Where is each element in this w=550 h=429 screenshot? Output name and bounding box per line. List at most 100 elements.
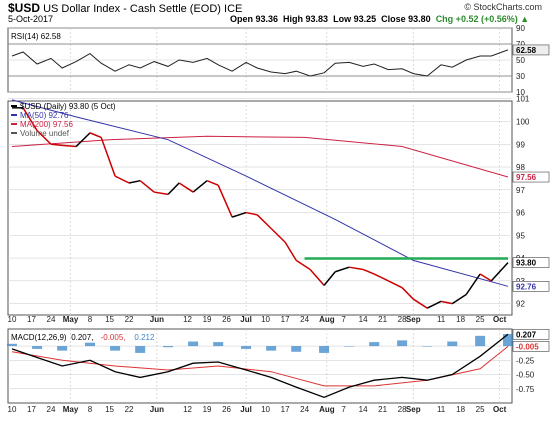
macd-histogram-bar — [397, 340, 408, 347]
x-tick-label: 10 — [261, 405, 270, 414]
y-tick-label: -0.75 — [516, 385, 535, 394]
x-tick-label: 24 — [300, 405, 309, 414]
price-segment — [206, 179, 219, 186]
price-segment — [128, 179, 141, 184]
macd-histogram-bar — [110, 346, 121, 351]
x-tick-label: 28 — [398, 405, 407, 414]
macd-histogram-bar — [503, 334, 513, 347]
x-tick-label: 14 — [359, 405, 368, 414]
price-legend-item: Volume undef — [20, 129, 70, 138]
price-segment — [114, 175, 130, 184]
y-tick-label: -0.25 — [516, 356, 535, 365]
x-tick-label: 21 — [378, 405, 387, 414]
up-arrow-icon: ▲ — [520, 14, 530, 24]
macd-legend-item: 0.212 — [134, 333, 155, 342]
x-tick-label: 17 — [27, 315, 36, 324]
macd-histogram-bar — [241, 346, 252, 349]
x-tick-label: 17 — [281, 405, 290, 414]
x-tick-label: 25 — [476, 405, 485, 414]
x-tick-label: 19 — [203, 315, 212, 324]
price-segment — [153, 191, 169, 196]
y-tick-label: 10 — [516, 88, 525, 97]
macd-histogram-bar — [32, 346, 43, 349]
macd-histogram-bar — [85, 342, 96, 347]
price-segment — [217, 184, 233, 218]
macd-histogram-bar — [188, 341, 199, 347]
price-segment — [295, 259, 311, 271]
open-value: Open 93.36 — [230, 14, 279, 24]
y-tick-label: 70 — [516, 40, 525, 49]
x-tick-label: 19 — [203, 405, 212, 414]
macd-histogram-bar — [447, 341, 458, 347]
price-legend-item: MA(50) 92.76 — [20, 111, 69, 120]
x-tick-label: 11 — [437, 405, 446, 414]
price-segment — [362, 268, 375, 275]
price-segment — [62, 144, 77, 148]
x-tick-label: Jun — [150, 405, 164, 414]
price-value-tag: 93.80 — [516, 259, 537, 268]
x-tick-label: 8 — [88, 315, 93, 324]
price-segment — [440, 300, 453, 305]
price-segment — [231, 211, 247, 218]
x-tick-label: 22 — [125, 405, 134, 414]
y-tick-label: 92 — [516, 300, 525, 309]
x-tick-label: 7 — [341, 405, 346, 414]
x-tick-label: Jun — [150, 315, 164, 324]
x-tick-label: 26 — [222, 405, 231, 414]
price-segment — [490, 262, 509, 282]
price-segment — [387, 280, 403, 289]
signal-value-tag-box — [512, 341, 550, 352]
price-segment — [167, 182, 180, 195]
legend-swatch — [11, 105, 17, 107]
panel-frame — [7, 100, 513, 316]
price-segment — [139, 180, 155, 193]
x-tick-label: 24 — [300, 315, 309, 324]
brand-logo: © StockCharts.com — [464, 2, 542, 12]
y-tick-label: 96 — [516, 209, 525, 218]
x-tick-label: 18 — [456, 315, 465, 324]
macd-histogram-bar — [266, 346, 277, 351]
x-tick-label: Oct — [493, 315, 507, 324]
x-tick-label: 15 — [105, 405, 114, 414]
x-tick-label: 14 — [359, 315, 368, 324]
price-segment — [465, 273, 481, 295]
y-tick-label: 99 — [516, 140, 525, 149]
x-tick-label: 7 — [341, 315, 346, 324]
low-value: Low 93.25 — [333, 14, 377, 24]
macd-histogram-bar — [369, 342, 380, 347]
price-segment — [270, 227, 286, 243]
ma50-value-tag-box — [512, 281, 550, 292]
y-tick-label: 30 — [516, 72, 525, 81]
x-tick-label: 18 — [456, 405, 465, 414]
x-tick-label: 26 — [222, 315, 231, 324]
price-segment — [309, 268, 325, 286]
price-segment — [349, 266, 364, 271]
ma50-value-tag: 92.76 — [516, 282, 537, 291]
rsi-line — [11, 49, 509, 77]
macd-legend-item: MACD(12,26,9) — [11, 333, 67, 342]
x-tick-label: Oct — [493, 405, 507, 414]
chart-header: $USD US Dollar Index - Cash Settle (EOD)… — [0, 0, 550, 26]
x-tick-label: 17 — [27, 405, 36, 414]
macd-histogram-bar — [135, 346, 146, 353]
legend-swatch — [11, 123, 17, 125]
ma200-value-tag-box — [512, 171, 550, 183]
x-tick-label: Sep — [406, 315, 421, 324]
y-tick-label: 90 — [516, 24, 525, 33]
ma50-line — [11, 99, 509, 287]
x-tick-label: 28 — [398, 315, 407, 324]
y-tick-label: 100 — [516, 117, 530, 126]
price-legend-item: $USD (Daily) 93.80 (5 Oct) — [20, 102, 116, 111]
legend-swatch — [11, 132, 17, 134]
rsi-legend: RSI(14) 62.58 — [11, 32, 61, 41]
x-tick-label: Aug — [319, 315, 335, 324]
macd-histogram-bar — [7, 343, 17, 347]
price-segment — [100, 137, 116, 177]
rsi-value-tag-box — [512, 44, 550, 56]
price-segment — [451, 293, 467, 305]
close-value: Close 93.80 — [381, 14, 431, 24]
macd-value-tag-box — [512, 328, 550, 340]
price-segment — [373, 273, 389, 282]
x-tick-label: 17 — [281, 315, 290, 324]
